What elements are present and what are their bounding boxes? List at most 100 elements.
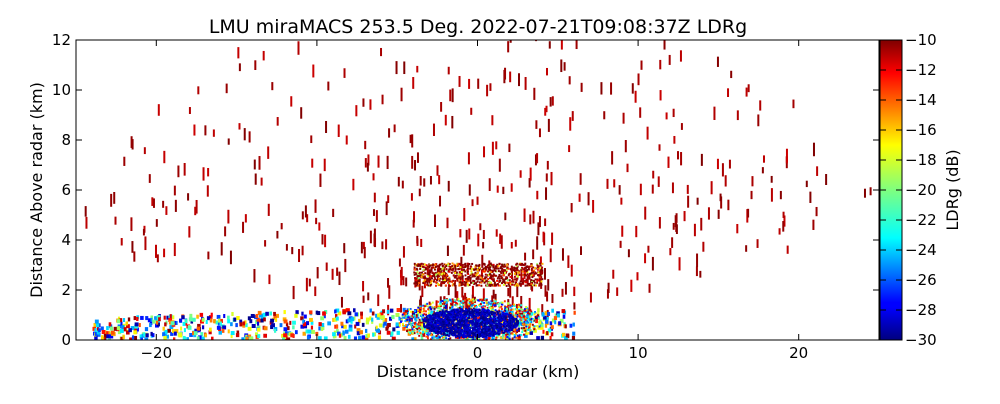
core-rim-mark <box>533 312 536 315</box>
band-mark <box>170 331 174 336</box>
clutter-mark <box>386 155 389 170</box>
core-mark <box>442 318 445 321</box>
melting-layer-mark <box>501 264 504 267</box>
core-mark <box>449 316 452 319</box>
clutter-mark <box>262 50 265 61</box>
core-rim-mark <box>459 300 462 303</box>
band-mark <box>262 312 267 317</box>
band-mark <box>256 321 260 326</box>
core-rim-mark <box>418 318 421 321</box>
core-mark <box>478 318 481 321</box>
melting-layer-mark <box>476 275 479 278</box>
core-mark <box>497 332 500 335</box>
melting-layer-mark <box>464 270 467 273</box>
core-mark <box>498 330 501 333</box>
clutter-mark <box>745 87 748 97</box>
melting-layer-mark <box>458 268 460 271</box>
melting-layer-mark <box>434 263 437 266</box>
melting-layer-mark <box>527 268 530 271</box>
clutter-mark <box>816 166 819 176</box>
clutter-mark <box>805 180 808 188</box>
core-rim-mark <box>446 299 449 302</box>
melting-layer-mark <box>496 283 499 286</box>
melting-layer-mark <box>490 270 493 273</box>
core-rim-mark <box>500 301 503 304</box>
clutter-mark <box>560 40 563 50</box>
band-mark <box>564 336 568 340</box>
clutter-mark <box>212 129 215 137</box>
melting-layer-mark <box>498 262 501 265</box>
core-mark <box>491 330 494 333</box>
clutter-mark <box>238 123 241 130</box>
x-axis: −20 −10 0 10 20 <box>140 40 808 362</box>
band-mark <box>375 325 378 330</box>
core-rim-mark <box>458 336 461 339</box>
melting-layer-mark <box>522 268 525 271</box>
band-mark <box>242 321 245 326</box>
melting-layer-mark <box>441 267 444 270</box>
core-rim-mark <box>500 303 503 306</box>
core-rim-mark <box>406 329 409 332</box>
core-mark <box>441 330 444 333</box>
clutter-mark <box>314 286 317 297</box>
melting-layer-mark <box>538 270 541 273</box>
core-mark <box>466 333 469 336</box>
core-mark <box>423 326 426 329</box>
melting-layer-mark <box>415 284 418 287</box>
melting-layer-mark <box>502 279 505 282</box>
band-mark <box>418 321 422 326</box>
melting-layer-mark <box>489 281 492 284</box>
clutter-mark <box>696 197 699 205</box>
melting-layer-mark <box>499 270 502 273</box>
core-rim-mark <box>522 333 525 336</box>
core-rim-mark <box>521 320 524 323</box>
core-rim-mark <box>442 309 445 312</box>
core-rim-mark <box>472 299 475 302</box>
clutter-mark <box>536 153 539 164</box>
core-rim-mark <box>449 306 452 309</box>
band-mark <box>286 337 291 340</box>
core-mark <box>479 311 482 314</box>
core-mark <box>463 328 466 331</box>
core-rim-mark <box>533 325 536 328</box>
band-mark <box>106 326 109 331</box>
band-mark <box>126 330 130 335</box>
band-mark <box>569 323 573 328</box>
core-mark <box>473 332 475 335</box>
melting-layer-mark <box>534 278 537 281</box>
core-mark <box>476 325 479 328</box>
core-mark <box>451 330 454 333</box>
melting-layer-mark <box>508 284 511 287</box>
clutter-mark <box>665 112 668 120</box>
band-mark <box>336 329 339 334</box>
melting-layer-mark <box>438 279 441 282</box>
band-mark <box>347 318 351 323</box>
melting-layer-mark <box>485 279 488 282</box>
core-mark <box>490 317 493 320</box>
clutter-mark <box>388 128 391 138</box>
melting-layer-mark <box>529 265 532 268</box>
band-mark <box>444 305 448 310</box>
melting-layer-mark <box>527 277 530 280</box>
band-mark <box>150 331 153 336</box>
core-mark <box>432 318 435 321</box>
melting-layer-mark <box>507 267 510 270</box>
clutter-mark <box>402 276 405 286</box>
core-mark <box>458 320 461 323</box>
clutter-mark <box>360 241 363 254</box>
core-mark <box>442 329 445 332</box>
core-mark <box>503 322 506 325</box>
melting-layer-mark <box>516 283 518 286</box>
clutter-mark <box>187 193 190 201</box>
clutter-mark <box>546 291 549 302</box>
core-rim-mark <box>497 302 500 305</box>
core-mark <box>457 331 460 334</box>
melting-layer-mark <box>482 279 485 282</box>
core-rim-mark <box>504 306 507 309</box>
core-mark <box>471 319 474 322</box>
melting-layer-mark <box>534 271 537 274</box>
core-mark <box>430 325 433 328</box>
melting-layer-mark <box>500 272 503 275</box>
core-rim-mark <box>490 301 493 304</box>
band-mark <box>123 327 127 332</box>
